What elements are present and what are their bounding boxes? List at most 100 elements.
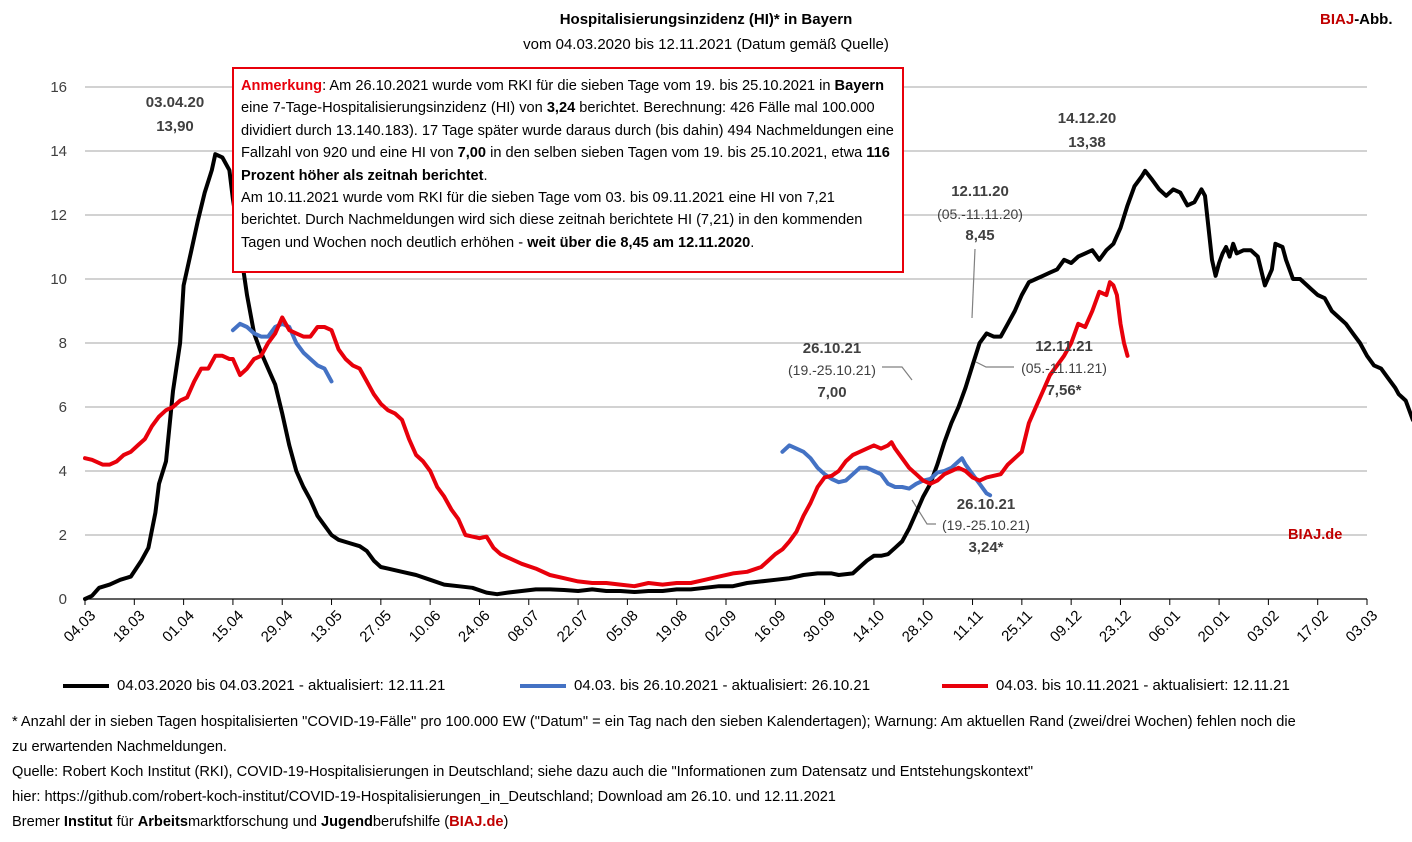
peak1-date: 03.04.20 (145, 94, 205, 111)
x-tick-label: 23.12 (1096, 607, 1135, 646)
annotation-box: Anmerkung: Am 26.10.2021 wurde vom RKI f… (232, 67, 904, 273)
note-bold: 7,00 (457, 145, 487, 162)
y-tick-label: 12 (50, 207, 67, 224)
x-tick-label: 30.09 (800, 607, 839, 646)
footer-line-4: hier: https://github.com/robert-koch-ins… (12, 789, 836, 805)
footer-text: ) (503, 814, 509, 830)
note-bold: Bayern (834, 78, 885, 94)
x-tick-label: 08.07 (504, 607, 543, 646)
note-label: Anmerkung (241, 78, 323, 94)
footer-text: berufshilfe ( (372, 814, 450, 830)
chart-title: Hospitalisierungsinzidenz (HI)* in Bayer… (559, 11, 853, 28)
x-tick-label: 22.07 (554, 607, 593, 646)
y-tick-label: 2 (59, 527, 67, 544)
x-tick-label: 05.08 (603, 607, 642, 646)
oct21-blue-range: (19.-25.10.21) (942, 517, 1030, 533)
note-text: eine 7-Tage-Hospitalisierungsinzidenz (H… (241, 100, 547, 117)
footer-text: Bremer (12, 814, 64, 830)
x-tick-label: 11.11 (950, 607, 987, 644)
brand-suffix: -Abb. (1354, 11, 1393, 28)
footer-line-1: * Anzahl der in sieben Tagen hospitalisi… (12, 714, 1296, 730)
x-tick-label: 06.01 (1145, 607, 1184, 646)
x-tick-label: 18.03 (110, 607, 149, 646)
legend-item-blue: 04.03. bis 26.10.2021 - aktualisiert: 26… (520, 677, 870, 694)
footer-bold: Jugend (321, 814, 373, 830)
y-tick-label: 0 (59, 591, 67, 608)
footer-link[interactable]: BIAJ.de (449, 814, 504, 830)
oct21-red-date: 26.10.21 (802, 340, 862, 357)
x-tick-label: 29.04 (258, 607, 297, 646)
note-bold: 3,24 (546, 100, 576, 117)
note-text: . (483, 167, 488, 184)
x-tick-label: 14.10 (850, 607, 889, 646)
x-tick-label: 16.09 (751, 607, 790, 646)
brand-main: BIAJ (1320, 11, 1355, 28)
nov20-date: 12.11.20 (951, 183, 1009, 200)
oct21-blue-date: 26.10.21 (956, 496, 1016, 513)
legend-label: 04.03. bis 10.11.2021 - aktualisiert: 12… (996, 677, 1290, 694)
note-paragraph-1: Anmerkung: Am 26.10.2021 wurde vom RKI f… (241, 75, 896, 187)
legend-label: 04.03.2020 bis 04.03.2021 - aktualisiert… (117, 677, 446, 694)
x-tick-label: 02.09 (702, 607, 741, 646)
legend-item-red: 04.03. bis 10.11.2021 - aktualisiert: 12… (942, 677, 1290, 694)
footer-text: für (112, 814, 138, 830)
legend-swatch (942, 684, 988, 689)
y-tick-label: 14 (50, 143, 67, 160)
x-tick-label: 15.04 (209, 607, 248, 646)
y-tick-label: 4 (59, 463, 67, 480)
x-tick-label: 27.05 (356, 607, 395, 646)
brand-label: BIAJ-Abb. (1320, 11, 1393, 28)
legend-swatch (63, 684, 109, 689)
legend: 04.03.2020 bis 04.03.2021 - aktualisiert… (0, 677, 1412, 699)
x-tick-label: 04.03 (61, 607, 100, 646)
series-line-black (83, 152, 1412, 601)
x-tick-label: 03.02 (1244, 607, 1283, 646)
x-tick-label: 01.04 (159, 607, 198, 646)
x-tick-label: 19.08 (652, 607, 691, 646)
legend-item-black: 04.03.2020 bis 04.03.2021 - aktualisiert… (63, 677, 445, 694)
legend-swatch (520, 684, 566, 689)
y-tick-label: 6 (59, 399, 67, 416)
series-line-red (83, 280, 1130, 589)
nov21-date: 12.11.21 (1035, 338, 1093, 355)
leader-line-nov20 (971, 248, 976, 319)
footer-line-3: Quelle: Robert Koch Institut (RKI), COVI… (12, 764, 1034, 780)
footer-bold: Institut (63, 814, 113, 830)
x-tick-label: 13.05 (307, 607, 346, 646)
leader-line-oct21-red (882, 366, 913, 381)
x-tick-label: 10.06 (406, 607, 445, 646)
y-tick-label: 8 (59, 335, 67, 352)
y-tick-label: 10 (50, 271, 67, 288)
x-tick-label: 03.03 (1343, 607, 1382, 646)
oct21-red-value: 7,00 (817, 384, 847, 401)
legend-label: 04.03. bis 26.10.2021 - aktualisiert: 26… (574, 677, 871, 694)
nov21-range: (05.-11.11.21) (1021, 360, 1107, 376)
peak2-value: 13,38 (1068, 134, 1106, 151)
x-tick-label: 24.06 (455, 607, 494, 646)
watermark: BIAJ.de (1288, 527, 1343, 543)
nov21-value: 7,56* (1046, 382, 1082, 399)
note-text: in den selben sieben Tagen vom 19. bis 2… (486, 145, 867, 162)
x-tick-label: 09.12 (1047, 607, 1086, 646)
note-paragraph-2: Am 10.11.2021 wurde vom RKI für die sieb… (241, 187, 896, 254)
footer-bold: Arbeits (137, 814, 188, 830)
note-text: . (750, 234, 755, 251)
x-tick-label: 28.10 (899, 607, 938, 646)
oct21-red-range: (19.-25.10.21) (788, 362, 876, 378)
note-bold: 116 Prozent höher als zeitnah berichtet (241, 145, 890, 184)
chart-subtitle: vom 04.03.2020 bis 12.11.2021 (Datum gem… (523, 36, 889, 53)
peak2-date: 14.12.20 (1057, 110, 1117, 127)
nov20-range: (05.-11.11.20) (937, 206, 1023, 222)
series-line-blue (230, 321, 993, 498)
note-text: : Am 26.10.2021 wurde vom RKI für die si… (322, 78, 835, 94)
oct21-blue-value: 3,24* (968, 539, 1004, 556)
x-tick-label: 25.11 (998, 607, 1036, 645)
footer-text: marktforschung und (187, 814, 322, 830)
footer-line-5: Bremer Institut für Arbeitsmarktforschun… (12, 814, 508, 830)
nov20-value: 8,45 (965, 227, 995, 244)
x-tick-label: 20.01 (1195, 607, 1234, 646)
leader-line-nov21 (975, 361, 1014, 368)
note-bold: weit über die 8,45 am 12.11.2020 (527, 234, 751, 251)
footer-line-2: zu erwartenden Nachmeldungen. (12, 739, 227, 755)
